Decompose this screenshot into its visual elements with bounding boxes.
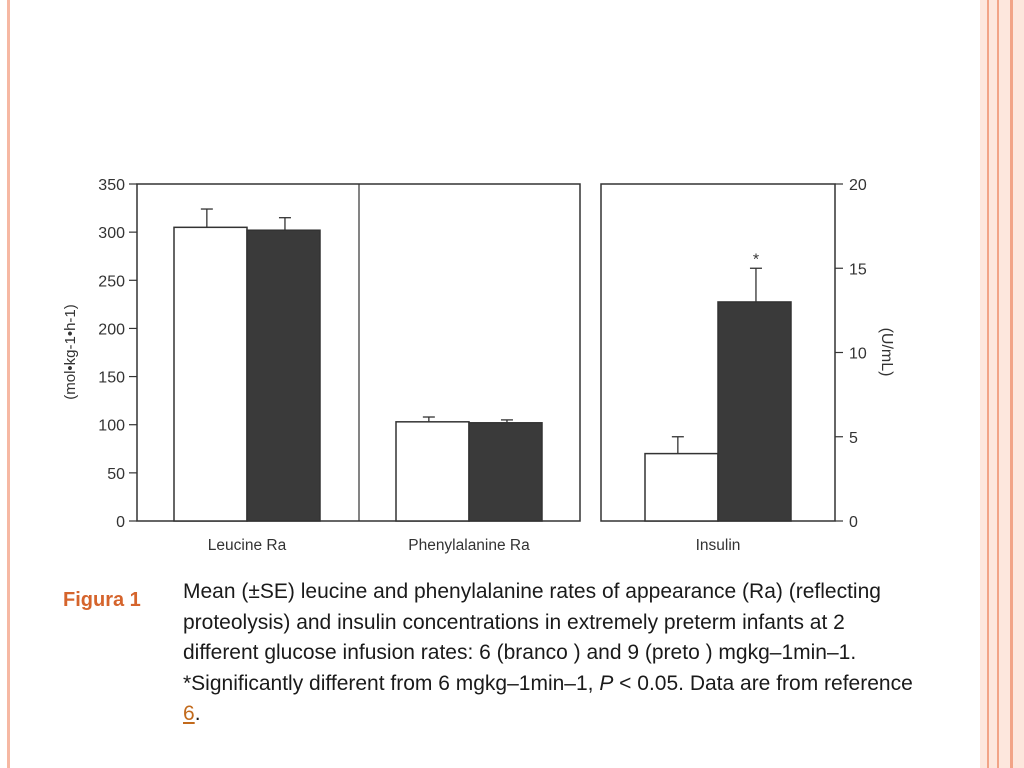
caption-text: < 0.05. Data are from reference	[613, 671, 913, 695]
significance-marker: *	[753, 251, 759, 268]
slide-border-right-line	[997, 0, 999, 768]
y-tick-label: 300	[98, 225, 125, 242]
reference-link[interactable]: 6	[183, 702, 195, 725]
y-tick-label: 150	[98, 370, 125, 387]
y-tick-label: 10	[849, 346, 867, 363]
y-tick-label: 0	[116, 514, 125, 531]
x-category-label: Phenylalanine Ra	[408, 537, 530, 554]
figure-caption: Mean (±SE) leucine and phenylalanine rat…	[183, 577, 913, 730]
caption-p-symbol: P	[599, 671, 614, 695]
bar-branco	[395, 421, 470, 522]
bar-preto	[468, 422, 543, 522]
slide-border-right-line	[987, 0, 989, 768]
y-tick-label: 20	[849, 177, 867, 194]
bar-preto	[246, 229, 321, 522]
y-tick-label: 15	[849, 261, 867, 278]
caption-text: Mean (±SE) leucine and phenylalanine rat…	[183, 580, 881, 695]
y-tick-label: 5	[849, 430, 858, 447]
x-category-label: Leucine Ra	[208, 537, 287, 554]
y-axis-label: (mol•kg-1•h-1)	[62, 304, 79, 400]
y-tick-label: 50	[107, 466, 125, 483]
y-axis-label: (U/mL)	[878, 328, 895, 377]
caption-text: .	[194, 702, 201, 725]
x-category-label: Insulin	[696, 537, 741, 554]
slide-border-left	[7, 0, 10, 768]
y-tick-label: 250	[98, 273, 125, 290]
y-tick-label: 100	[98, 418, 125, 435]
y-tick-label: 350	[98, 177, 125, 194]
y-tick-label: 0	[849, 514, 858, 531]
bar-branco	[644, 452, 719, 522]
bar-branco	[173, 226, 248, 522]
y-tick-label: 200	[98, 321, 125, 338]
slide-border-right-line	[1010, 0, 1013, 768]
figure-label: Figura 1	[63, 589, 141, 611]
bar-preto	[717, 301, 792, 522]
